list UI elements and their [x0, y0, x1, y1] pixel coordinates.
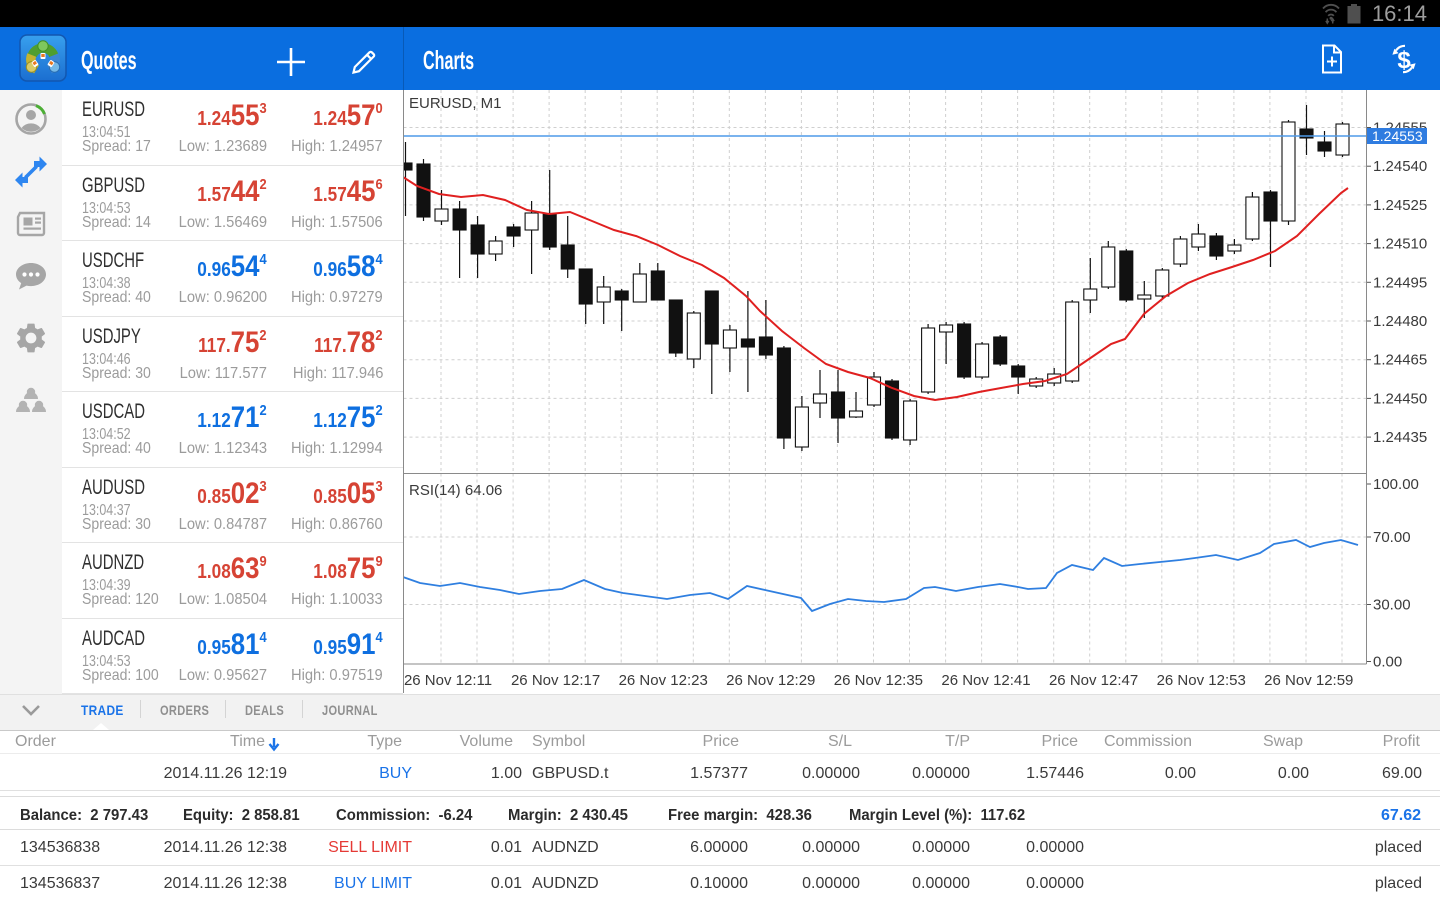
svg-text:1.24525: 1.24525 — [1373, 197, 1427, 214]
svg-text:RSI(14) 64.06: RSI(14) 64.06 — [409, 482, 502, 499]
svg-text:26 Nov 12:23: 26 Nov 12:23 — [619, 672, 708, 689]
svg-text:1.24450: 1.24450 — [1373, 390, 1427, 407]
svg-text:100.00: 100.00 — [1373, 476, 1419, 493]
svg-text:26 Nov 12:29: 26 Nov 12:29 — [726, 672, 815, 689]
svg-text:1.24465: 1.24465 — [1373, 352, 1427, 369]
svg-text:26 Nov 12:47: 26 Nov 12:47 — [1049, 672, 1138, 689]
svg-text:$: $ — [1397, 47, 1411, 74]
svg-text:26 Nov 12:35: 26 Nov 12:35 — [834, 672, 923, 689]
svg-text:26 Nov 12:11: 26 Nov 12:11 — [404, 672, 492, 689]
svg-text:30.00: 30.00 — [1373, 597, 1411, 614]
svg-text:EURUSD, M1: EURUSD, M1 — [409, 95, 502, 112]
svg-text:26 Nov 12:59: 26 Nov 12:59 — [1264, 672, 1353, 689]
svg-text:1.24435: 1.24435 — [1373, 429, 1427, 446]
svg-text:1.24480: 1.24480 — [1373, 313, 1427, 330]
svg-text:26 Nov 12:41: 26 Nov 12:41 — [941, 672, 1030, 689]
svg-text:1.24553: 1.24553 — [1372, 128, 1423, 144]
svg-text:0.00: 0.00 — [1373, 654, 1402, 671]
svg-text:1.24495: 1.24495 — [1373, 274, 1427, 291]
svg-text:70.00: 70.00 — [1373, 529, 1411, 546]
svg-text:26 Nov 12:53: 26 Nov 12:53 — [1157, 672, 1246, 689]
svg-text:26 Nov 12:17: 26 Nov 12:17 — [511, 672, 600, 689]
svg-text:1.24540: 1.24540 — [1373, 158, 1427, 175]
svg-text:1.24510: 1.24510 — [1373, 236, 1427, 253]
